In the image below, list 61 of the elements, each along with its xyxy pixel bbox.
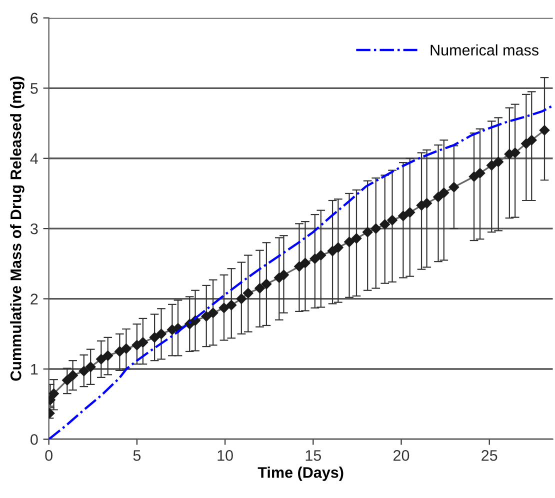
- point: [387, 215, 398, 226]
- point: [85, 362, 96, 372]
- point: [102, 350, 113, 361]
- point: [526, 134, 537, 146]
- point: [486, 160, 497, 170]
- y-tick-label: 0: [30, 434, 38, 445]
- y-tick-label: 4: [30, 153, 38, 164]
- point: [156, 328, 166, 340]
- point: [226, 300, 236, 310]
- point: [474, 168, 486, 178]
- point: [278, 270, 289, 280]
- legend-label: Numerical mass: [430, 44, 538, 56]
- y-tick-label: 6: [30, 12, 38, 24]
- y-tick-label: 2: [30, 294, 38, 304]
- point: [351, 233, 362, 244]
- point: [316, 250, 326, 260]
- x-tick-label: 15: [306, 450, 321, 461]
- point: [398, 210, 408, 222]
- point: [201, 311, 212, 322]
- point: [300, 258, 310, 268]
- point: [243, 288, 254, 298]
- point: [448, 182, 460, 192]
- point: [433, 192, 444, 202]
- x-tick-label: 25: [482, 450, 498, 461]
- point: [218, 302, 230, 314]
- point: [114, 346, 125, 357]
- x-axis-title: Time (Days): [258, 466, 344, 481]
- point: [138, 337, 148, 348]
- point: [344, 236, 354, 248]
- point: [48, 388, 59, 399]
- point: [521, 138, 532, 149]
- point: [404, 207, 415, 218]
- point: [78, 366, 90, 376]
- y-axis-title: Cummulative Mass of Drug Released (mg): [10, 76, 24, 381]
- point: [68, 370, 78, 380]
- x-tick-label: 10: [218, 450, 233, 461]
- point: [121, 344, 132, 354]
- point: [261, 278, 272, 290]
- point: [380, 219, 390, 230]
- point: [62, 375, 72, 386]
- point: [254, 283, 265, 294]
- x-tick-label: 0: [45, 450, 52, 461]
- point: [149, 332, 160, 343]
- point: [370, 223, 381, 234]
- point: [310, 254, 320, 264]
- point: [333, 242, 344, 253]
- y-tick-label: 5: [30, 83, 38, 94]
- point: [493, 156, 504, 167]
- point: [468, 172, 480, 182]
- y-tick-label: 1: [31, 364, 38, 375]
- point: [208, 308, 218, 318]
- x-tick-label: 20: [394, 450, 410, 461]
- point: [362, 226, 373, 238]
- point: [539, 125, 550, 136]
- point: [236, 294, 247, 304]
- x-tick-label: 5: [133, 450, 141, 461]
- y-tick-label: 3: [30, 223, 38, 234]
- point: [422, 198, 432, 208]
- point: [438, 188, 449, 198]
- point: [96, 354, 106, 364]
- point: [294, 261, 304, 272]
